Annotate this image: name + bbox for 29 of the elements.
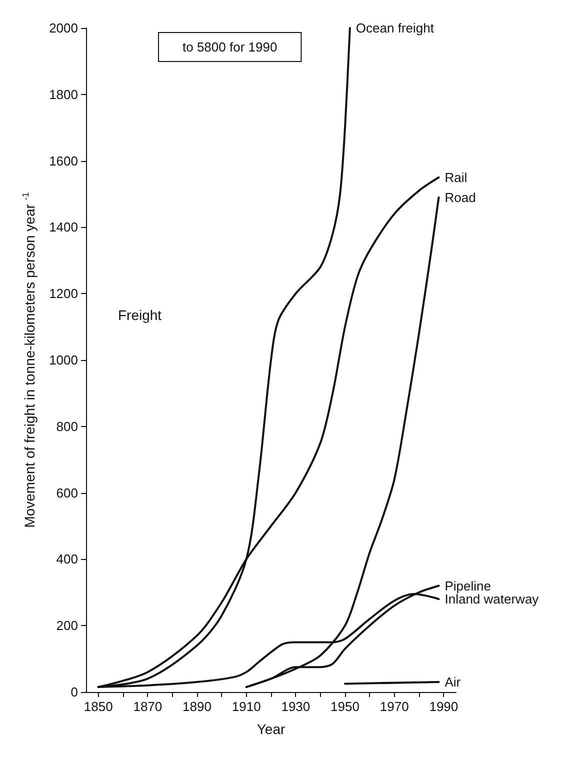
y-tick-label: 600 bbox=[56, 485, 78, 500]
x-tick-label: 1990 bbox=[429, 699, 458, 714]
series-label: Ocean freight bbox=[356, 20, 434, 36]
annotation: to 5800 for 1990 bbox=[182, 40, 278, 54]
x-tick-label: 1870 bbox=[133, 699, 162, 714]
x-tick-label: 1910 bbox=[232, 699, 261, 714]
x-axis-title: Year bbox=[256, 721, 286, 737]
series-label: Air bbox=[444, 674, 462, 690]
y-tick-label: 400 bbox=[56, 552, 78, 567]
x-tick-label: 1890 bbox=[182, 699, 212, 714]
y-tick-label: 200 bbox=[56, 618, 78, 634]
series-label: Pipeline bbox=[444, 578, 491, 594]
y-tick-label: 2000 bbox=[49, 20, 78, 36]
series-label: Inland waterway bbox=[444, 592, 540, 607]
annotation: Freight bbox=[118, 307, 162, 323]
y-tick-label: 1600 bbox=[49, 153, 78, 168]
y-tick-label: 1200 bbox=[49, 286, 78, 302]
series-label: Road bbox=[444, 190, 476, 205]
x-tick-label: 1930 bbox=[281, 699, 310, 714]
x-tick-label: 1970 bbox=[380, 699, 409, 714]
y-tick-label: 1000 bbox=[49, 352, 78, 368]
y-tick-label: 1400 bbox=[49, 220, 78, 235]
y-tick-label: 0 bbox=[70, 684, 78, 700]
y-tick-label: 800 bbox=[56, 418, 78, 434]
x-tick-label: 1950 bbox=[330, 699, 360, 714]
x-tick-label: 1850 bbox=[84, 699, 113, 714]
y-tick-label: 1800 bbox=[49, 86, 78, 102]
series-label: Rail bbox=[444, 170, 468, 185]
y-axis-title: Movement of freight in tonne-kilometers person year -1 bbox=[20, 192, 38, 528]
